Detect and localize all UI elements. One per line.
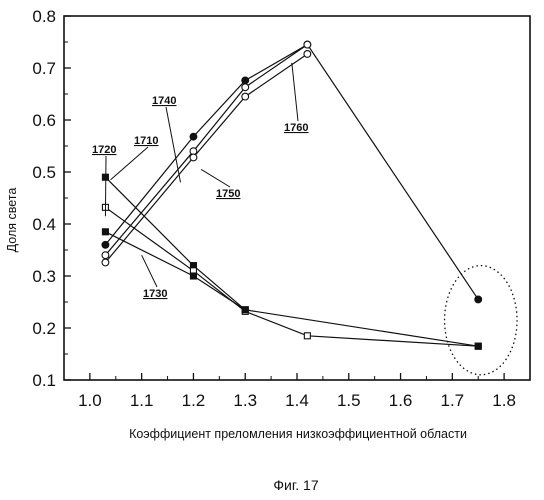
y-axis-title: Доля света — [5, 188, 19, 253]
data-point-1750 — [102, 252, 109, 259]
data-point-1760 — [102, 259, 109, 266]
callout-leader-1750 — [201, 169, 230, 187]
data-point-1730 — [242, 307, 248, 313]
data-point-1740 — [102, 241, 109, 248]
y-tick-label: 0.6 — [32, 111, 56, 130]
figure-caption: Фиг. 17 — [273, 477, 318, 493]
data-point-1720 — [304, 333, 310, 339]
highlight-ellipse — [445, 266, 517, 375]
data-point-1730 — [102, 229, 108, 235]
y-tick-label: 0.5 — [32, 163, 56, 182]
chart-data-points — [102, 41, 482, 349]
x-tick-label: 1.6 — [389, 391, 413, 410]
callout-label-1740: 1740 — [152, 95, 176, 107]
data-point-1760 — [242, 93, 249, 100]
data-point-1730 — [475, 343, 481, 349]
callout-leader-1720 — [105, 156, 106, 216]
data-point-1730 — [190, 273, 196, 279]
callout-label-1720: 1720 — [92, 144, 116, 156]
x-tick-label: 1.2 — [182, 391, 206, 410]
x-tick-label: 1.8 — [492, 391, 516, 410]
x-tick-label: 1.1 — [130, 391, 154, 410]
data-point-1760 — [190, 154, 197, 161]
x-tick-label: 1.7 — [441, 391, 465, 410]
series-line-1720 — [105, 207, 478, 346]
callout-leader-1740 — [166, 107, 181, 182]
chart-callouts: 1740 1750 1760 1710 1720 1730 — [92, 63, 308, 300]
x-axis-title: Коэффициент преломления низкоэффициентно… — [129, 427, 467, 441]
callout-label-1760: 1760 — [284, 122, 308, 134]
series-line-1750 — [105, 45, 307, 256]
data-point-1740 — [190, 133, 197, 140]
plot-frame — [64, 16, 530, 380]
callout-label-1730: 1730 — [143, 288, 167, 300]
y-tick-label: 0.2 — [32, 319, 56, 338]
x-tick-label: 1.3 — [233, 391, 257, 410]
callout-label-1710: 1710 — [134, 135, 158, 147]
x-tick-label: 1.0 — [78, 391, 102, 410]
series-line-1740 — [105, 45, 478, 300]
callout-leader-1730 — [142, 255, 157, 287]
y-tick-label: 0.4 — [32, 215, 56, 234]
y-tick-label: 0.7 — [32, 59, 56, 78]
y-tick-label: 0.3 — [32, 267, 56, 286]
y-tick-label: 0.1 — [32, 371, 56, 390]
chart-series-lines — [105, 45, 478, 347]
chart-annotations — [445, 266, 517, 375]
x-tick-label: 1.4 — [285, 391, 309, 410]
callout-leader-1760 — [292, 63, 298, 121]
callout-label-1750: 1750 — [216, 188, 240, 200]
x-tick-label: 1.5 — [337, 391, 361, 410]
data-point-1760 — [304, 51, 311, 58]
data-point-1750 — [242, 84, 249, 91]
y-tick-label: 0.8 — [32, 7, 56, 26]
data-point-1740 — [475, 296, 482, 303]
data-point-1740 — [242, 77, 249, 84]
data-point-1750 — [304, 41, 311, 48]
